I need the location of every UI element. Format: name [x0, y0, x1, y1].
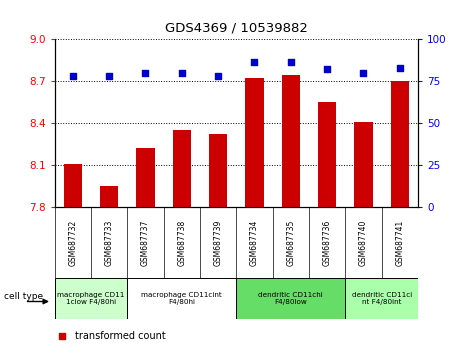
Bar [318, 102, 336, 207]
Point [360, 70, 367, 75]
Text: GSM687739: GSM687739 [214, 219, 223, 266]
Bar [282, 75, 300, 207]
Point [142, 70, 149, 75]
Text: macrophage CD11cint
F4/80hi: macrophage CD11cint F4/80hi [142, 292, 222, 305]
Bar [237, 278, 345, 319]
Text: GSM687732: GSM687732 [68, 219, 77, 266]
Bar [55, 278, 127, 319]
Bar [64, 164, 82, 207]
Text: GSM687736: GSM687736 [323, 219, 332, 266]
Bar [209, 134, 227, 207]
Text: cell type: cell type [4, 292, 44, 301]
Point [69, 73, 76, 79]
Bar [246, 78, 264, 207]
Text: dendritic CD11chi
F4/80low: dendritic CD11chi F4/80low [258, 292, 323, 305]
Point [58, 333, 66, 339]
Bar [173, 130, 191, 207]
Text: dendritic CD11ci
nt F4/80int: dendritic CD11ci nt F4/80int [352, 292, 412, 305]
Bar [345, 278, 418, 319]
Text: GSM687741: GSM687741 [395, 219, 404, 266]
Text: GSM687735: GSM687735 [286, 219, 295, 266]
Bar [391, 81, 409, 207]
Point [287, 59, 294, 65]
Point [178, 70, 186, 75]
Bar [100, 186, 118, 207]
Point [396, 65, 404, 70]
Bar [354, 122, 372, 207]
Text: GSM687737: GSM687737 [141, 219, 150, 266]
Text: GSM687733: GSM687733 [104, 219, 114, 266]
Bar [136, 148, 154, 207]
Text: GSM687734: GSM687734 [250, 219, 259, 266]
Text: macrophage CD11
1clow F4/80hi: macrophage CD11 1clow F4/80hi [57, 292, 124, 305]
Point [323, 67, 331, 72]
Point [251, 59, 258, 65]
Point [105, 73, 113, 79]
Title: GDS4369 / 10539882: GDS4369 / 10539882 [165, 22, 308, 35]
Text: transformed count: transformed count [75, 331, 165, 341]
Bar [127, 278, 237, 319]
Point [214, 73, 222, 79]
Text: GSM687738: GSM687738 [177, 219, 186, 266]
Text: GSM687740: GSM687740 [359, 219, 368, 266]
